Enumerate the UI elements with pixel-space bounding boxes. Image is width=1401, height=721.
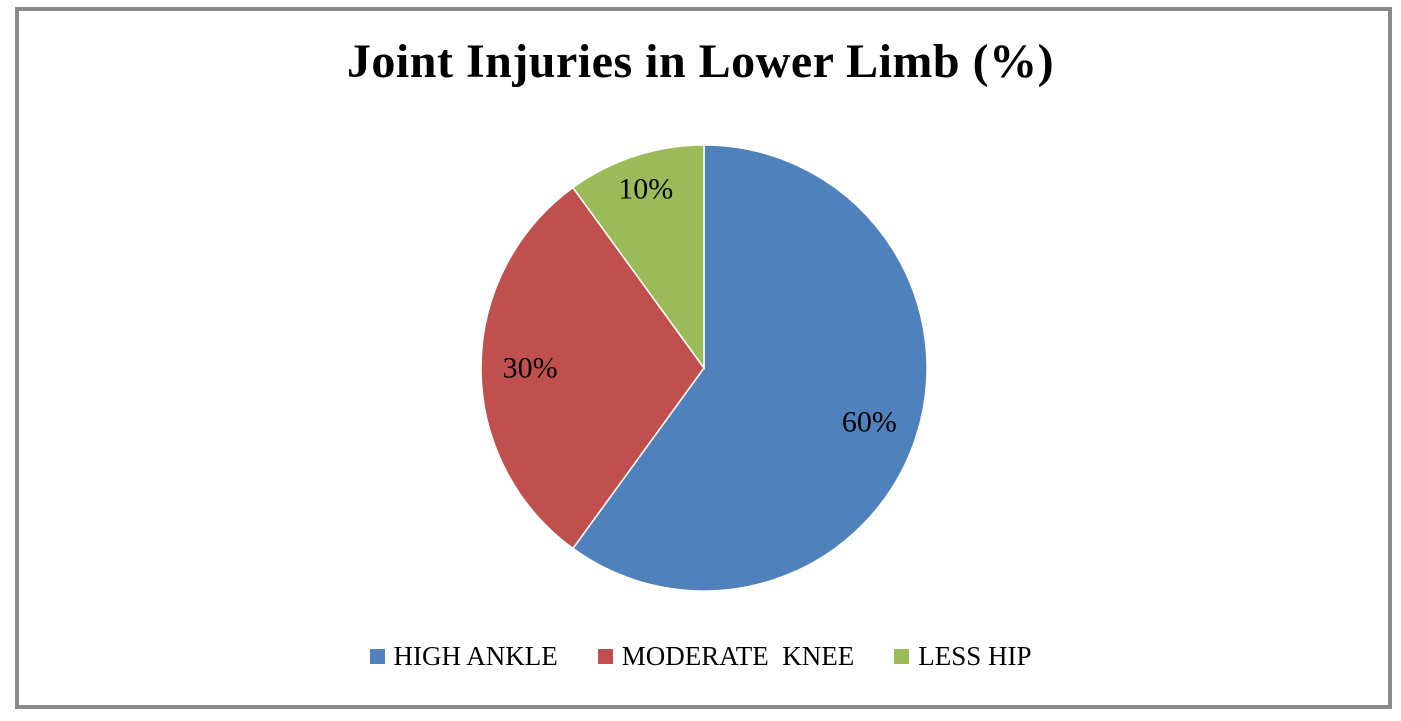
- legend-swatch-icon: [894, 648, 910, 664]
- legend-label: HIGH ANKLE: [393, 641, 558, 671]
- pie-slice-moderate-knee[interactable]: [480, 186, 705, 550]
- legend-swatch-icon: [597, 648, 613, 664]
- legend-item-moderate-knee[interactable]: MODERATE KNEE: [597, 640, 855, 672]
- legend-swatch-icon: [369, 648, 385, 664]
- pie-slice-less-hip[interactable]: [571, 144, 705, 371]
- legend-label: MODERATE KNEE: [621, 641, 855, 671]
- legend-item-less-hip[interactable]: LESS HIP: [894, 640, 1032, 672]
- legend: HIGH ANKLE MODERATE KNEE LESS HIP: [0, 640, 1401, 672]
- data-label-high-ankle: 60%: [842, 405, 897, 438]
- chart-border-frame: [15, 7, 1392, 709]
- data-label-less-hip: 10%: [618, 172, 673, 205]
- pie-slice-high-ankle[interactable]: [571, 144, 928, 592]
- legend-item-high-ankle[interactable]: HIGH ANKLE: [369, 640, 558, 672]
- legend-label: LESS HIP: [918, 641, 1032, 671]
- data-label-moderate-knee: 30%: [503, 352, 558, 385]
- chart-title: Joint Injuries in Lower Limb (%): [346, 35, 1055, 88]
